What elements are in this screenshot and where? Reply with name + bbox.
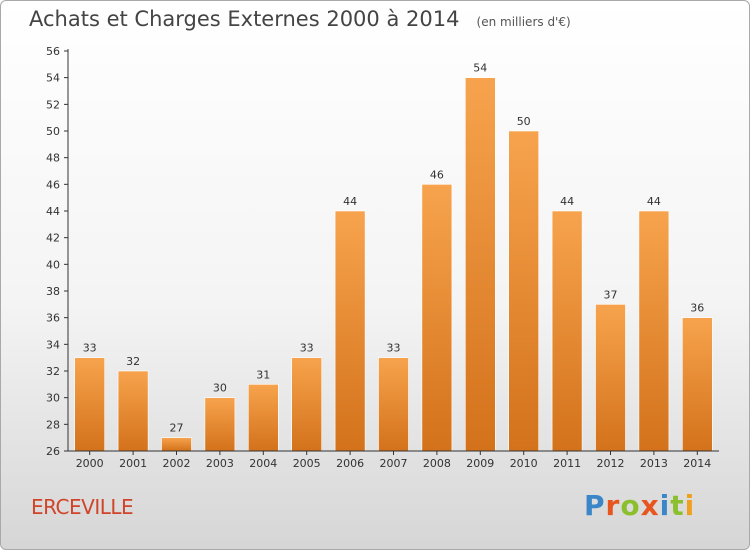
bar [117,370,149,452]
y-tick-label: 36 [46,312,60,325]
bar-value-label: 44 [560,195,574,208]
y-tick-label: 30 [46,392,60,405]
brand-logo-letter: i [659,489,671,522]
y-tick-label: 44 [46,205,60,218]
x-tick-label: 2007 [380,457,408,470]
bar [681,317,713,452]
x-tick-label: 2011 [553,457,581,470]
data-labels: 33 32 27 30 31 33 44 33 46 54 50 44 37 44 36 [83,62,705,435]
y-tick-label: 56 [46,45,60,58]
x-tick-label: 2012 [597,457,625,470]
bar [334,210,366,452]
y-tick-label: 42 [46,232,60,245]
y-tick-label: 28 [46,418,60,431]
bar [638,210,670,452]
y-tick-label: 40 [46,258,60,271]
y-tick-label: 46 [46,178,60,191]
x-tick-label: 2010 [510,457,538,470]
brand-logo-letter: o [620,489,641,522]
bar [161,437,192,452]
bar-value-label: 37 [604,288,618,301]
y-tick-label: 50 [46,125,60,138]
brand-logo-letter: r [605,489,621,522]
bar [291,357,323,452]
bar [378,357,409,452]
bar-value-label: 32 [126,355,140,368]
city-label: ERCEVILLE [31,495,134,519]
bar-value-label: 33 [300,342,314,355]
chart-subtitle: (en milliers d'€) [476,15,571,29]
bar-value-label: 33 [387,342,401,355]
bar [204,397,236,452]
bar [464,77,496,452]
x-tick-label: 2002 [163,457,191,470]
y-tick-label: 48 [46,152,60,165]
bar-value-label: 36 [690,302,704,315]
y-tick-label: 32 [46,365,60,378]
bar-value-label: 44 [647,195,661,208]
brand-logo-letter: t [670,489,685,522]
y-tick-label: 54 [46,72,60,85]
brand-logo-letter: P [584,489,606,522]
bar-value-label: 31 [256,368,270,381]
y-tick-label: 52 [46,98,60,111]
x-tick-label: 2001 [119,457,147,470]
bar [595,304,626,452]
title-row: Achats et Charges Externes 2000 à 2014 (… [29,7,571,31]
bar-value-label: 33 [83,342,97,355]
bars [74,77,713,452]
bar-value-label: 50 [517,115,531,128]
bar-value-label: 30 [213,382,227,395]
x-tick-label: 2005 [293,457,321,470]
bar-value-label: 46 [430,168,444,181]
x-tick-label: 2003 [206,457,234,470]
bar-value-label: 54 [473,62,487,75]
x-axis: 2000 2001 2002 2003 2004 2005 2006 2007 2008 2009… [68,450,719,470]
x-tick-label: 2014 [683,457,711,470]
x-tick-label: 2013 [640,457,668,470]
y-axis: 26 28 30 32 34 36 38 40 42 44 46 48 50 52 54 56 [46,45,69,458]
bar [74,357,105,452]
bar [551,210,583,452]
y-tick-label: 34 [46,338,60,351]
brand-logo-letter: x [640,489,660,522]
x-tick-label: 2009 [466,457,494,470]
x-tick-label: 2008 [423,457,451,470]
bar-value-label: 27 [170,422,184,435]
x-tick-label: 2006 [336,457,364,470]
brand-logo-letter: i [684,489,696,522]
x-tick-label: 2000 [76,457,104,470]
bar [248,384,279,452]
bar [421,184,453,452]
brand-logo: Proxiti [584,489,695,522]
y-tick-label: 38 [46,285,60,298]
chart-title: Achats et Charges Externes 2000 à 2014 [29,7,460,31]
y-tick-label: 26 [46,445,60,458]
bar-value-label: 44 [343,195,357,208]
x-tick-label: 2004 [249,457,277,470]
bar [508,130,540,452]
